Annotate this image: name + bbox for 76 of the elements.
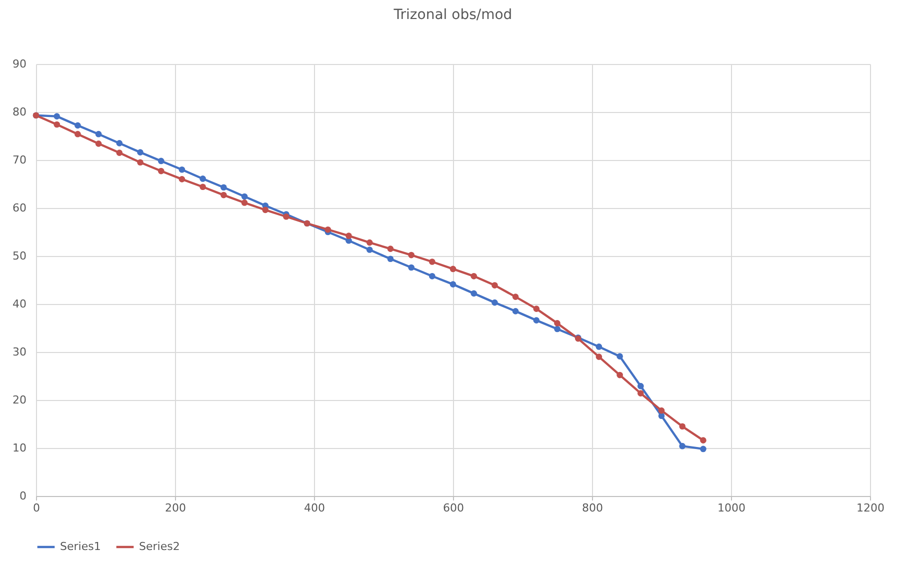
x-tick-label: 1200 — [856, 502, 884, 514]
x-tick-label: 1000 — [718, 502, 746, 514]
point — [596, 344, 602, 350]
point — [116, 140, 123, 146]
x-tick-label: 800 — [582, 502, 603, 514]
point — [658, 412, 665, 419]
point — [554, 320, 560, 326]
point — [137, 159, 144, 166]
point — [346, 232, 352, 239]
point — [637, 390, 644, 396]
point — [408, 264, 414, 271]
point — [200, 176, 206, 182]
point — [366, 246, 373, 253]
y-tick-label: 20 — [12, 394, 26, 406]
point — [54, 121, 60, 128]
point — [408, 252, 414, 258]
point — [616, 372, 623, 378]
point — [241, 200, 248, 206]
point — [512, 308, 519, 314]
point — [324, 226, 332, 233]
legend-label: Series2 — [139, 540, 180, 553]
y-tick-label: 60 — [12, 202, 26, 214]
point — [95, 130, 102, 138]
point — [492, 282, 498, 288]
y-tick-label: 30 — [12, 346, 26, 358]
point — [366, 239, 373, 246]
point — [74, 122, 81, 129]
y-tick-label: 70 — [12, 154, 26, 166]
point — [428, 258, 436, 265]
y-tick-label: 80 — [12, 106, 26, 118]
point — [658, 407, 665, 414]
point — [700, 446, 706, 452]
point — [116, 150, 123, 156]
point — [178, 176, 186, 182]
y-tick-label: 0 — [20, 490, 26, 502]
y-tick-label: 40 — [12, 298, 26, 310]
point — [470, 273, 478, 280]
point — [95, 140, 102, 147]
y-tick-label: 10 — [12, 442, 26, 454]
point — [262, 206, 269, 214]
point — [512, 294, 519, 300]
x-tick-label: 0 — [33, 502, 40, 514]
point — [200, 184, 206, 190]
y-tick-label: 50 — [12, 250, 26, 262]
point — [158, 168, 164, 174]
point — [554, 326, 560, 332]
point — [616, 353, 623, 360]
point — [283, 213, 290, 220]
point — [470, 290, 478, 297]
point — [533, 317, 540, 324]
point — [158, 158, 164, 164]
point — [387, 246, 394, 252]
legend-label: Series1 — [60, 540, 101, 553]
point — [679, 442, 686, 450]
y-tick-label: 90 — [12, 58, 26, 70]
point — [220, 184, 227, 191]
x-tick-label: 400 — [304, 502, 325, 514]
point — [137, 149, 144, 156]
point — [220, 192, 227, 198]
chart-title: Trizonal obs/mod — [392, 7, 512, 23]
point — [450, 266, 456, 272]
point — [450, 281, 456, 288]
point — [54, 113, 60, 120]
point — [492, 299, 498, 306]
point — [387, 256, 394, 262]
point — [679, 423, 686, 430]
x-tick-label: 200 — [165, 502, 186, 514]
point — [596, 354, 602, 360]
point — [178, 166, 186, 173]
point — [700, 437, 706, 444]
point — [74, 130, 81, 138]
x-tick-label: 600 — [443, 502, 464, 514]
point — [428, 273, 436, 280]
point — [241, 193, 248, 200]
point — [637, 382, 644, 390]
point — [533, 306, 540, 312]
